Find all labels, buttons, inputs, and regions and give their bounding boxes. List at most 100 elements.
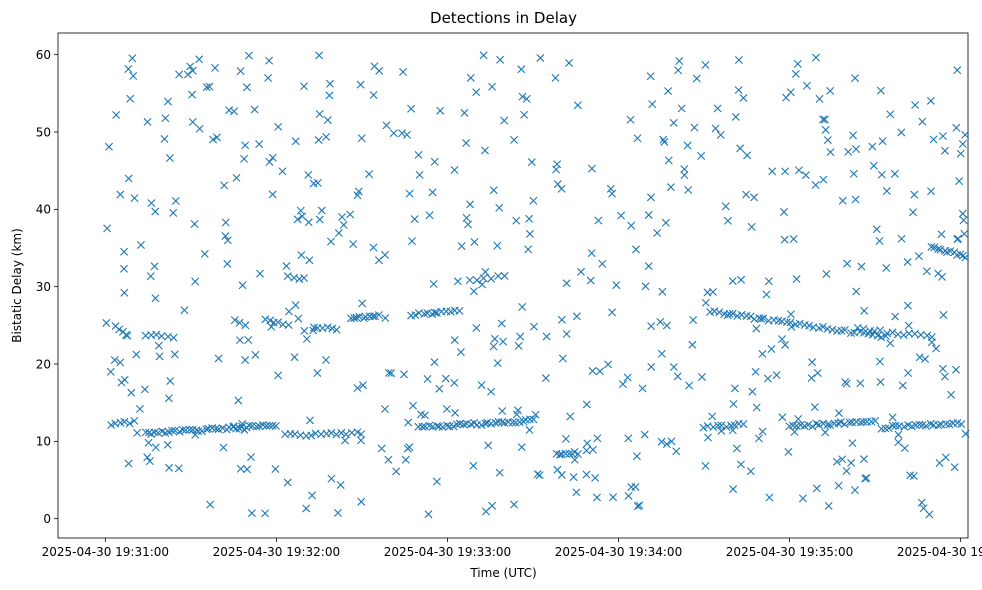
detection-marker xyxy=(230,316,239,325)
detection-marker xyxy=(737,275,746,284)
detection-marker xyxy=(689,315,698,324)
detection-marker xyxy=(647,362,656,371)
detection-marker xyxy=(644,262,653,271)
detection-marker xyxy=(120,417,129,426)
detection-marker xyxy=(669,118,678,127)
detection-marker xyxy=(852,145,861,154)
detection-marker xyxy=(221,218,230,227)
detection-marker xyxy=(166,376,175,385)
detection-marker xyxy=(606,184,615,193)
detection-marker xyxy=(392,467,401,476)
detection-marker xyxy=(165,463,174,472)
detection-marker xyxy=(657,437,666,446)
detection-marker xyxy=(593,493,601,502)
detection-marker xyxy=(408,237,416,246)
detection-marker xyxy=(531,410,540,419)
detection-marker xyxy=(235,424,244,433)
detection-marker xyxy=(938,364,947,373)
detection-marker xyxy=(882,264,891,273)
detection-marker xyxy=(163,440,172,449)
detection-marker xyxy=(612,281,621,290)
detection-marker xyxy=(582,446,591,455)
detection-marker xyxy=(332,430,341,439)
detection-marker xyxy=(195,124,204,133)
detection-marker xyxy=(762,290,771,299)
detection-marker xyxy=(541,374,550,383)
detection-marker xyxy=(375,66,384,75)
detection-marker xyxy=(857,262,866,271)
detection-marker xyxy=(484,441,493,450)
detection-marker xyxy=(778,413,787,422)
detection-marker xyxy=(647,322,656,331)
detection-marker xyxy=(553,160,562,169)
detection-marker xyxy=(852,287,861,296)
detection-marker xyxy=(859,324,868,333)
detection-marker xyxy=(188,118,197,126)
detection-marker xyxy=(641,282,650,291)
detection-marker xyxy=(780,235,789,244)
detection-marker xyxy=(793,59,802,68)
detection-marker xyxy=(838,455,847,464)
detection-marker xyxy=(891,312,900,321)
detection-marker xyxy=(205,82,214,91)
detection-marker xyxy=(786,88,795,97)
detection-marker xyxy=(241,321,250,330)
detection-marker xyxy=(789,235,798,243)
detection-marker xyxy=(922,421,931,430)
detection-marker xyxy=(425,211,434,220)
detection-marker xyxy=(778,335,787,344)
detection-marker xyxy=(860,306,869,315)
detection-marker xyxy=(126,94,135,103)
detection-marker xyxy=(369,91,378,100)
detection-marker xyxy=(171,196,180,205)
detection-marker xyxy=(708,412,717,421)
detection-marker xyxy=(241,141,250,150)
detection-marker xyxy=(701,298,710,307)
detection-marker xyxy=(572,488,581,497)
data-points xyxy=(102,51,970,519)
detection-marker xyxy=(618,380,627,389)
detection-marker xyxy=(527,158,536,167)
detection-marker xyxy=(927,187,936,196)
detection-marker xyxy=(500,116,509,125)
detection-marker xyxy=(252,422,261,431)
detection-marker xyxy=(747,222,756,231)
detection-marker xyxy=(423,374,432,383)
detection-marker xyxy=(842,379,851,388)
detection-marker xyxy=(235,318,244,327)
detection-marker xyxy=(487,387,496,396)
detection-marker xyxy=(734,56,743,64)
detection-marker xyxy=(573,101,582,110)
detection-marker xyxy=(470,237,479,246)
detection-marker xyxy=(481,267,490,276)
detection-marker xyxy=(608,189,617,198)
detection-marker xyxy=(183,70,192,79)
detection-marker xyxy=(144,438,153,447)
detection-marker xyxy=(157,332,166,341)
detection-marker xyxy=(940,372,949,381)
detection-marker xyxy=(632,452,641,461)
detection-marker xyxy=(150,262,159,271)
detection-marker xyxy=(822,269,831,278)
detection-marker xyxy=(517,443,526,452)
detection-marker xyxy=(489,186,498,195)
detection-marker xyxy=(195,55,204,64)
detection-marker xyxy=(746,467,755,476)
detection-marker xyxy=(294,314,303,323)
y-tick-label: 20 xyxy=(36,357,51,371)
detection-marker xyxy=(873,331,882,340)
detection-marker xyxy=(191,277,200,286)
detection-marker xyxy=(168,426,177,435)
detection-marker xyxy=(518,303,527,311)
detection-marker xyxy=(709,423,718,432)
detection-marker xyxy=(321,355,330,364)
detection-marker xyxy=(921,355,930,364)
detection-marker xyxy=(876,326,885,335)
detection-marker xyxy=(952,123,961,132)
detection-marker xyxy=(493,359,502,368)
detection-marker xyxy=(922,267,931,276)
detection-marker xyxy=(787,322,796,331)
detection-marker xyxy=(307,431,316,440)
detection-marker xyxy=(672,447,681,456)
